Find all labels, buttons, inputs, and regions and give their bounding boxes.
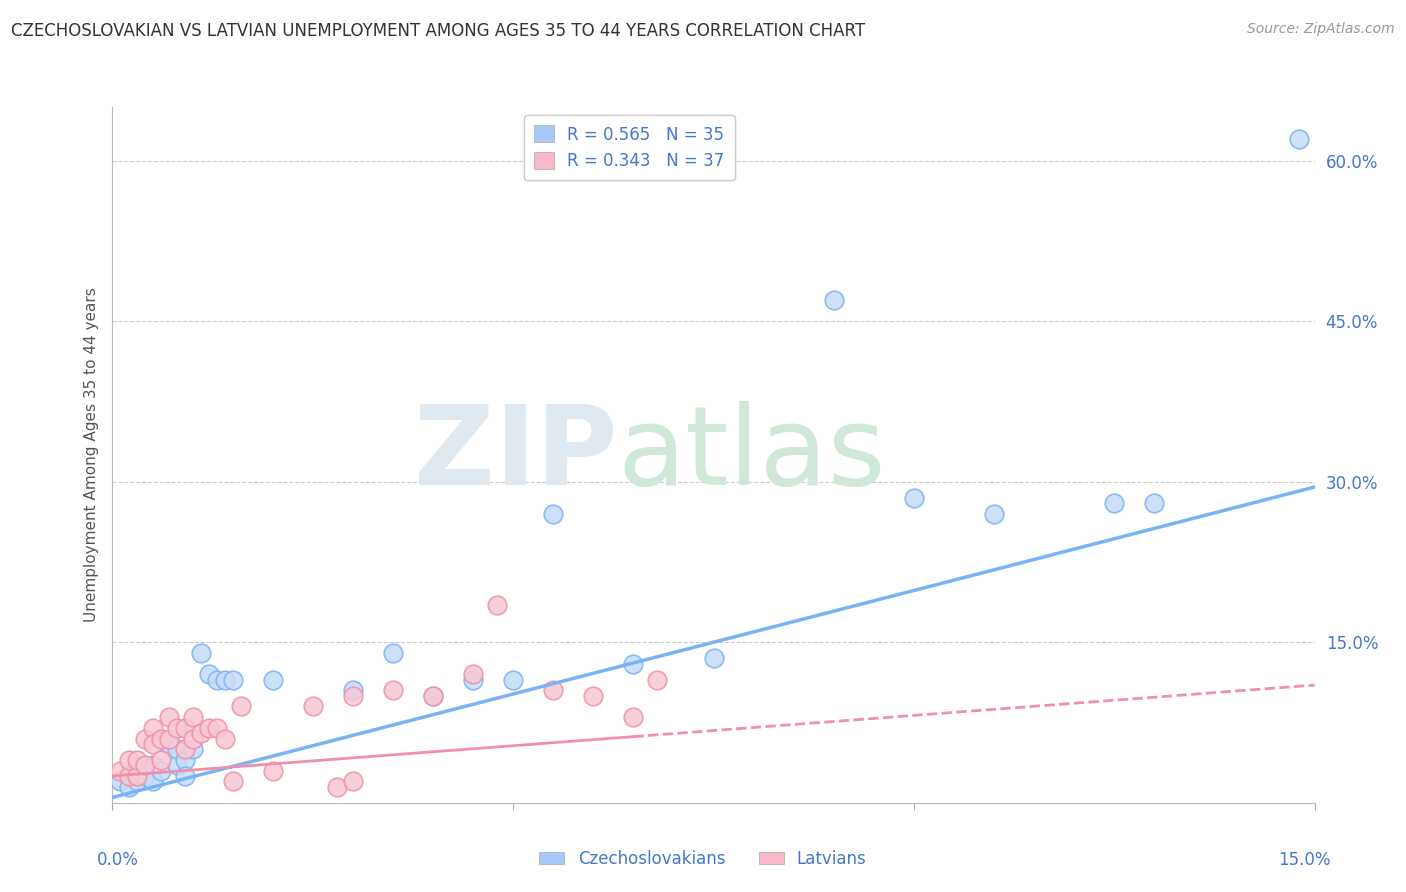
Point bbox=[222, 774, 245, 789]
Point bbox=[149, 753, 172, 767]
Point bbox=[117, 753, 139, 767]
Point bbox=[502, 673, 524, 687]
Point bbox=[117, 780, 139, 794]
Point bbox=[621, 710, 644, 724]
Point bbox=[134, 731, 156, 746]
Point bbox=[543, 507, 565, 521]
Point bbox=[181, 731, 204, 746]
Point bbox=[125, 774, 148, 789]
Point bbox=[229, 699, 252, 714]
Point bbox=[141, 737, 163, 751]
Point bbox=[166, 721, 188, 735]
Point bbox=[1143, 496, 1166, 510]
Legend: R = 0.565   N = 35, R = 0.343   N = 37: R = 0.565 N = 35, R = 0.343 N = 37 bbox=[524, 115, 735, 180]
Point bbox=[262, 764, 284, 778]
Point bbox=[173, 742, 195, 756]
Point bbox=[486, 598, 509, 612]
Point bbox=[823, 293, 845, 307]
Text: CZECHOSLOVAKIAN VS LATVIAN UNEMPLOYMENT AMONG AGES 35 TO 44 YEARS CORRELATION CH: CZECHOSLOVAKIAN VS LATVIAN UNEMPLOYMENT … bbox=[11, 22, 865, 40]
Y-axis label: Unemployment Among Ages 35 to 44 years: Unemployment Among Ages 35 to 44 years bbox=[83, 287, 98, 623]
Point bbox=[382, 646, 405, 660]
Point bbox=[125, 753, 148, 767]
Point bbox=[205, 721, 228, 735]
Point bbox=[422, 689, 444, 703]
Point bbox=[149, 764, 172, 778]
Point bbox=[166, 742, 188, 756]
Point bbox=[461, 673, 484, 687]
Point bbox=[190, 726, 212, 740]
Point bbox=[141, 774, 163, 789]
Point bbox=[461, 667, 484, 681]
Point bbox=[141, 721, 163, 735]
Point bbox=[647, 673, 669, 687]
Point bbox=[197, 721, 219, 735]
Point bbox=[157, 737, 180, 751]
Point bbox=[1288, 132, 1310, 146]
Text: 0.0%: 0.0% bbox=[97, 851, 138, 869]
Point bbox=[117, 769, 139, 783]
Text: atlas: atlas bbox=[617, 401, 886, 508]
Point bbox=[582, 689, 605, 703]
Point bbox=[702, 651, 725, 665]
Legend: Czechoslovakians, Latvians: Czechoslovakians, Latvians bbox=[533, 844, 873, 875]
Point bbox=[983, 507, 1005, 521]
Point bbox=[214, 673, 236, 687]
Point bbox=[342, 689, 364, 703]
Point bbox=[621, 657, 644, 671]
Point bbox=[543, 683, 565, 698]
Text: Source: ZipAtlas.com: Source: ZipAtlas.com bbox=[1247, 22, 1395, 37]
Point bbox=[190, 646, 212, 660]
Text: ZIP: ZIP bbox=[413, 401, 617, 508]
Point bbox=[214, 731, 236, 746]
Point bbox=[173, 721, 195, 735]
Point bbox=[134, 758, 156, 772]
Point bbox=[422, 689, 444, 703]
Point bbox=[125, 769, 148, 783]
Point bbox=[134, 769, 156, 783]
Point bbox=[181, 742, 204, 756]
Point bbox=[173, 753, 195, 767]
Point bbox=[166, 758, 188, 772]
Point bbox=[262, 673, 284, 687]
Point bbox=[157, 731, 180, 746]
Point bbox=[326, 780, 349, 794]
Point bbox=[903, 491, 925, 505]
Point bbox=[342, 774, 364, 789]
Point bbox=[222, 673, 245, 687]
Point bbox=[181, 710, 204, 724]
Point bbox=[141, 758, 163, 772]
Point bbox=[197, 667, 219, 681]
Point bbox=[117, 769, 139, 783]
Point bbox=[110, 764, 132, 778]
Point bbox=[149, 731, 172, 746]
Point bbox=[382, 683, 405, 698]
Point bbox=[173, 769, 195, 783]
Point bbox=[110, 774, 132, 789]
Point bbox=[1102, 496, 1125, 510]
Point bbox=[302, 699, 325, 714]
Point bbox=[125, 764, 148, 778]
Point bbox=[205, 673, 228, 687]
Point bbox=[157, 710, 180, 724]
Text: 15.0%: 15.0% bbox=[1278, 851, 1330, 869]
Point bbox=[342, 683, 364, 698]
